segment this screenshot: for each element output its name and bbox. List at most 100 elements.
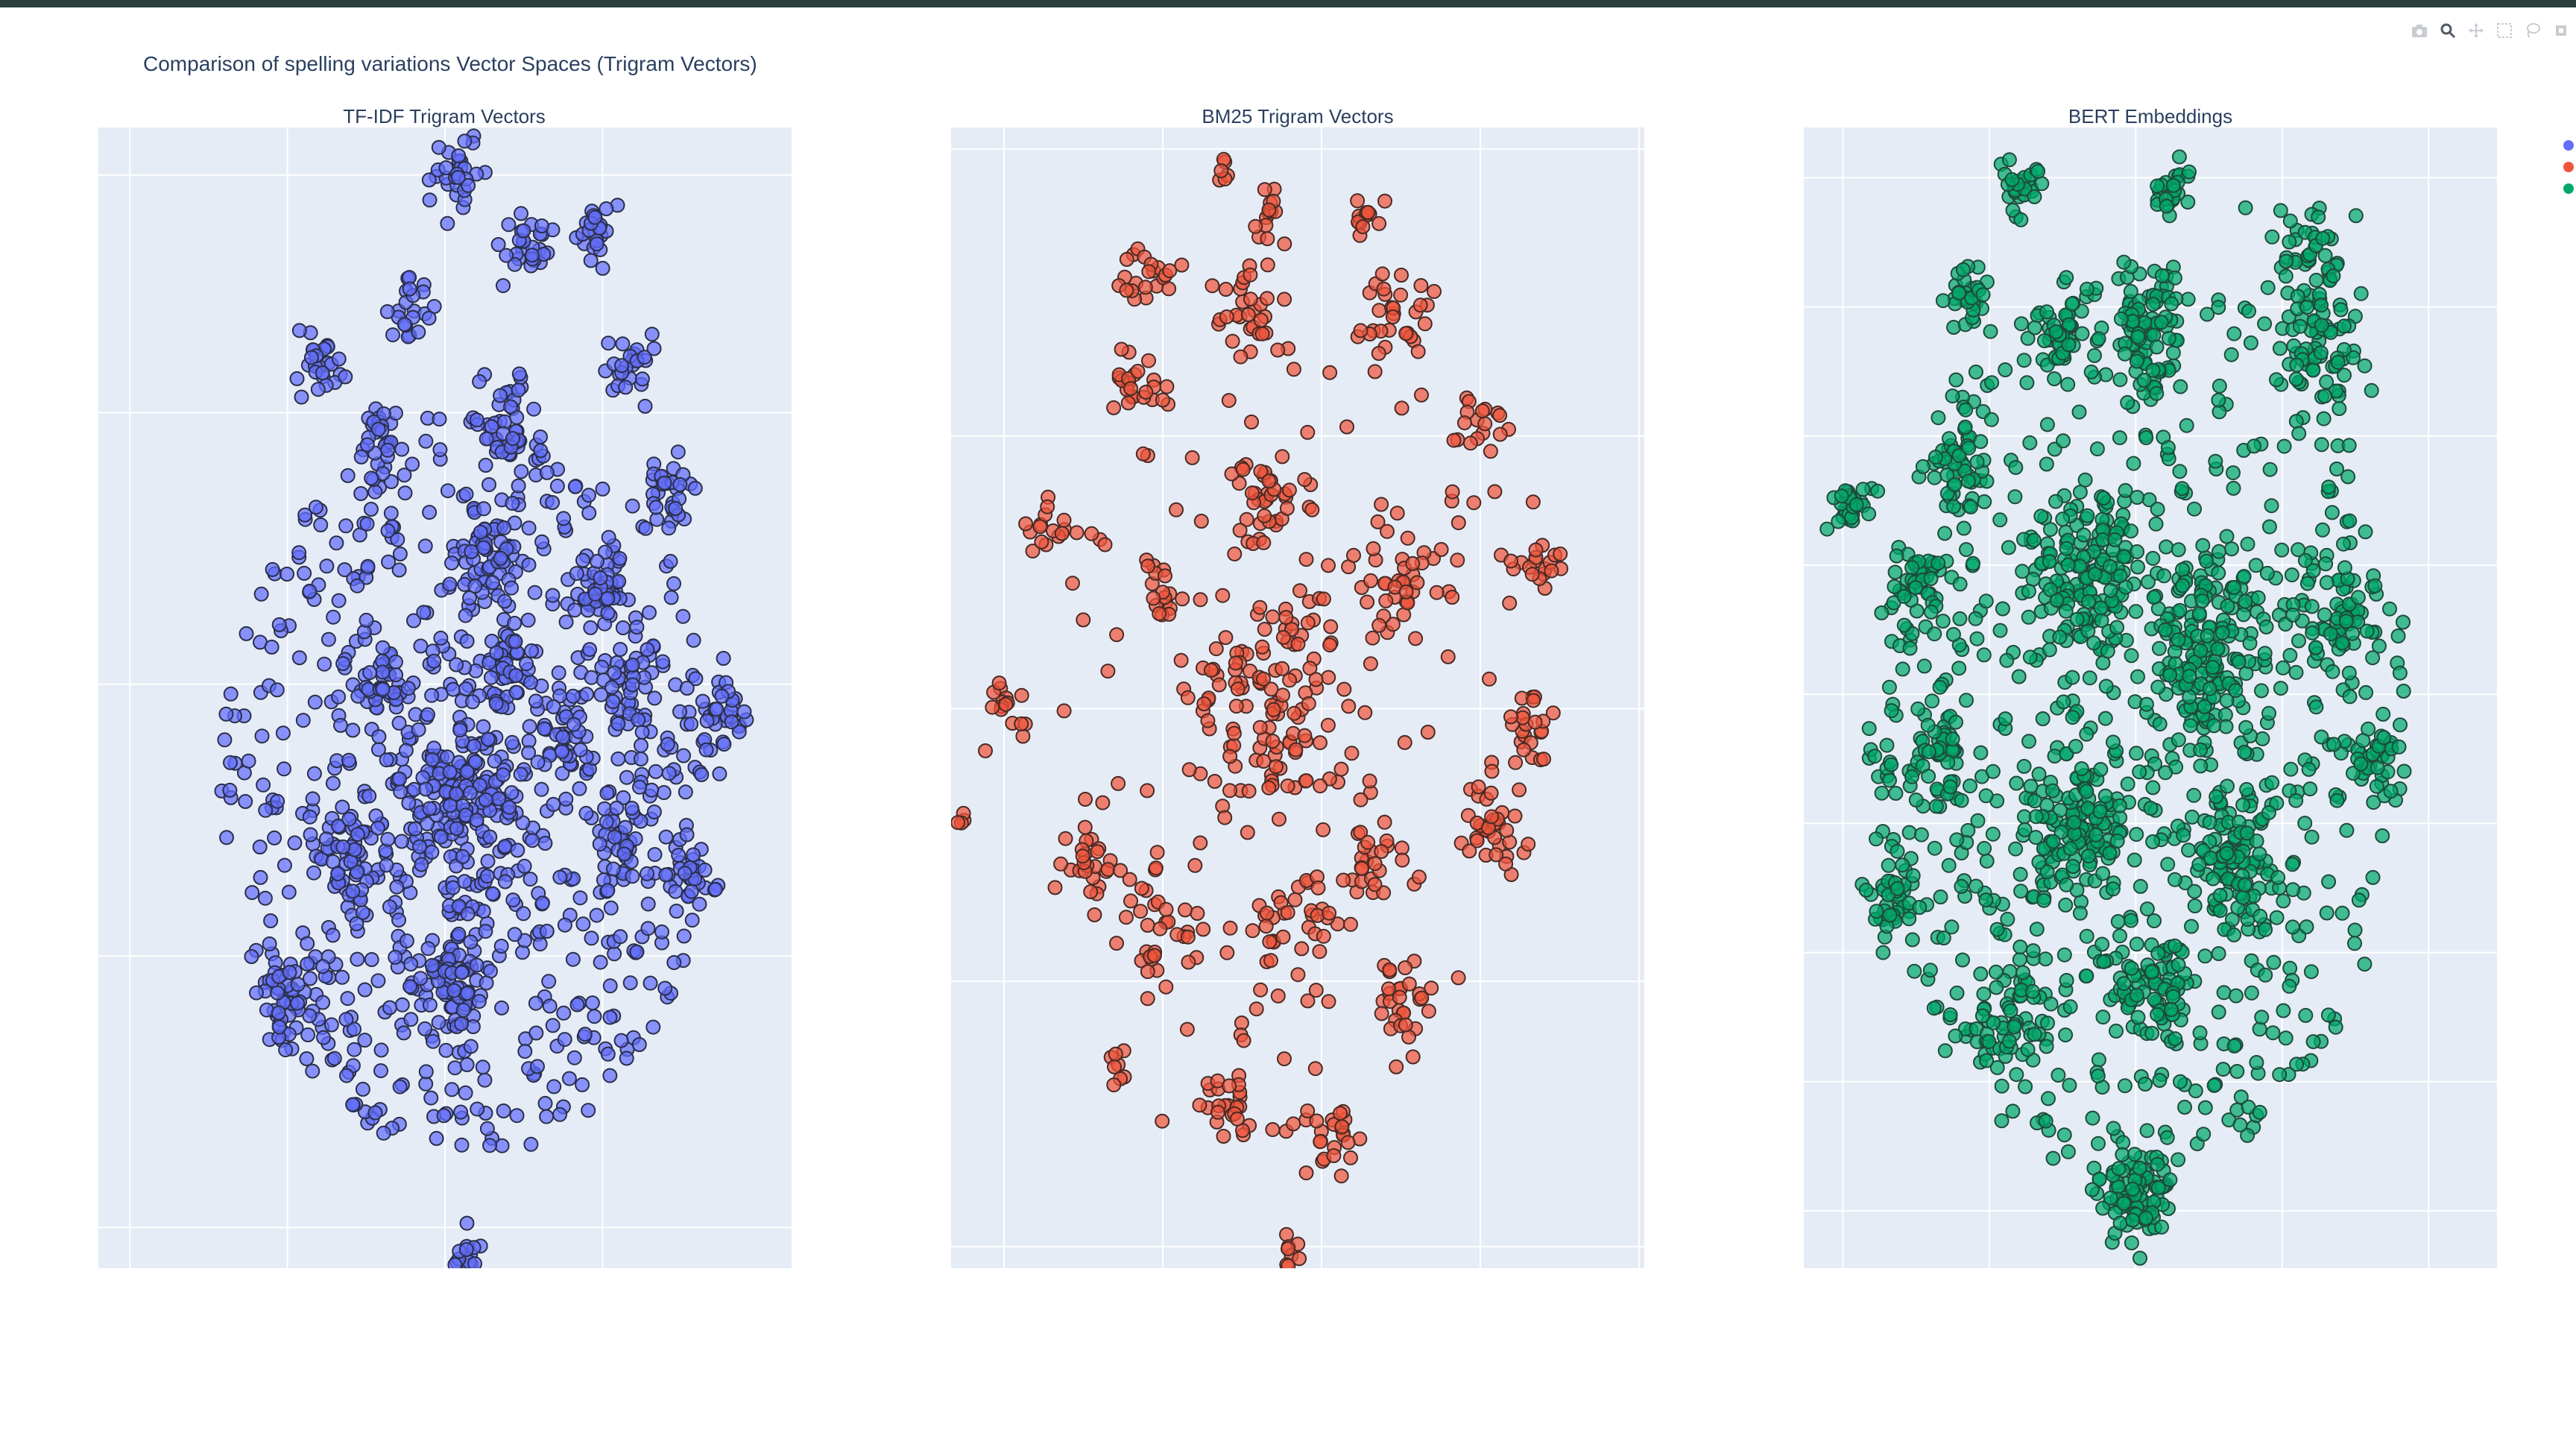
scatter-point xyxy=(2031,854,2047,870)
scatter-point xyxy=(2087,347,2102,363)
scatter-point xyxy=(1370,514,1386,529)
scatter-point xyxy=(1363,656,1378,672)
scatter-point xyxy=(1890,843,1905,859)
scatter-point xyxy=(2238,200,2253,215)
scatter-point xyxy=(2226,1038,2242,1054)
scatter-point xyxy=(2065,670,2080,685)
scatter-point xyxy=(1462,435,1478,451)
scatter-point xyxy=(545,588,561,603)
camera-icon[interactable] xyxy=(2409,20,2430,41)
scatter-point xyxy=(1326,1148,1342,1163)
scatter-point xyxy=(592,837,607,852)
scatter-point xyxy=(1922,963,1938,978)
scatter-point xyxy=(2192,1025,2208,1041)
scatter-point xyxy=(1888,786,1904,801)
scatter-point xyxy=(218,706,234,722)
scatter-point xyxy=(2179,418,2194,433)
legend-item[interactable] xyxy=(2558,156,2576,177)
scatter-point xyxy=(2240,1127,2255,1143)
scatter-point xyxy=(2211,565,2226,581)
scatter-point xyxy=(381,554,397,570)
scatter-point xyxy=(391,715,407,731)
scatter-point xyxy=(403,957,419,971)
scatter-point xyxy=(1336,872,1351,888)
scatter-point xyxy=(2086,635,2101,651)
zoom-icon[interactable] xyxy=(2437,20,2458,41)
scatter-point xyxy=(502,799,517,815)
scatter-point xyxy=(1260,257,1275,273)
scatter-point xyxy=(1179,1021,1195,1037)
scatter-point xyxy=(624,801,640,816)
scatter-plot-bert[interactable] xyxy=(1804,127,2497,1268)
lasso-icon[interactable] xyxy=(2522,20,2543,41)
scatter-point xyxy=(383,506,399,521)
scatter-point xyxy=(2182,164,2197,180)
legend-item[interactable] xyxy=(2558,177,2576,199)
legend-item[interactable] xyxy=(2558,134,2576,156)
scatter-point xyxy=(457,133,473,149)
scatter-point xyxy=(494,1000,509,1015)
scatter-point xyxy=(539,1109,555,1124)
pan-icon[interactable] xyxy=(2466,20,2487,41)
scatter-point xyxy=(1371,617,1387,633)
scatter-point xyxy=(1978,892,1994,908)
scatter-point xyxy=(587,210,603,225)
scatter-point xyxy=(1927,626,1942,642)
scatter-point xyxy=(1394,400,1409,416)
scatter-point xyxy=(1525,494,1541,510)
scatter-point xyxy=(1298,552,1314,567)
scatter-point xyxy=(2270,869,2286,885)
scatter-point xyxy=(2150,945,2166,961)
scatter-point xyxy=(1192,1098,1208,1113)
scatter-point xyxy=(2127,1147,2142,1162)
scatter-point xyxy=(644,327,660,342)
scatter-point xyxy=(2324,505,2340,520)
scatter-point xyxy=(645,1019,661,1035)
scatter-point xyxy=(433,829,449,845)
scatter-point xyxy=(2161,330,2176,346)
scatter-point xyxy=(1398,1017,1413,1033)
scatter-point xyxy=(315,959,330,974)
scatter-point xyxy=(2118,579,2133,595)
scatter-point xyxy=(1120,395,1136,411)
scatter-point xyxy=(476,501,491,517)
scatter-point xyxy=(1360,594,1375,610)
scatter-plot-bm25[interactable] xyxy=(951,127,1644,1268)
scatter-point xyxy=(1923,604,1939,620)
scatter-point xyxy=(520,612,536,628)
scatter-point xyxy=(370,973,386,989)
scatter-point xyxy=(1233,349,1248,365)
scatter-point xyxy=(616,790,631,805)
scatter-point xyxy=(291,323,307,338)
scatter-point xyxy=(244,949,259,964)
scatter-point xyxy=(2058,1027,2074,1043)
scatter-point xyxy=(1469,833,1485,848)
scatter-point xyxy=(2215,1062,2231,1077)
scatter-point xyxy=(579,687,595,702)
scatter-point xyxy=(1235,462,1251,477)
scatter-point xyxy=(2171,1152,2186,1168)
scatter-point xyxy=(605,694,621,709)
scatter-point xyxy=(1280,778,1295,794)
scatter-point xyxy=(736,704,752,719)
scatter-point xyxy=(1321,670,1336,685)
scatter-plot-tfidf[interactable] xyxy=(98,127,792,1268)
scatter-point xyxy=(2027,1027,2042,1042)
scatter-point xyxy=(1054,526,1070,541)
scatter-point xyxy=(1123,893,1138,909)
box-select-icon[interactable] xyxy=(2494,20,2515,41)
scatter-point xyxy=(418,781,434,797)
scatter-point xyxy=(2315,230,2331,246)
autoscale-icon[interactable] xyxy=(2551,20,2572,41)
scatter-point xyxy=(1262,934,1278,950)
scatter-point xyxy=(2092,1171,2107,1187)
scatter-point xyxy=(2167,270,2182,286)
scatter-point xyxy=(1401,976,1417,992)
scatter-point xyxy=(2164,1002,2179,1018)
scatter-point xyxy=(2243,335,2258,350)
scatter-point xyxy=(521,520,537,536)
scatter-point xyxy=(379,857,394,873)
scatter-point xyxy=(2237,744,2253,760)
scatter-point xyxy=(2291,542,2306,558)
scatter-point xyxy=(1216,1129,1231,1144)
